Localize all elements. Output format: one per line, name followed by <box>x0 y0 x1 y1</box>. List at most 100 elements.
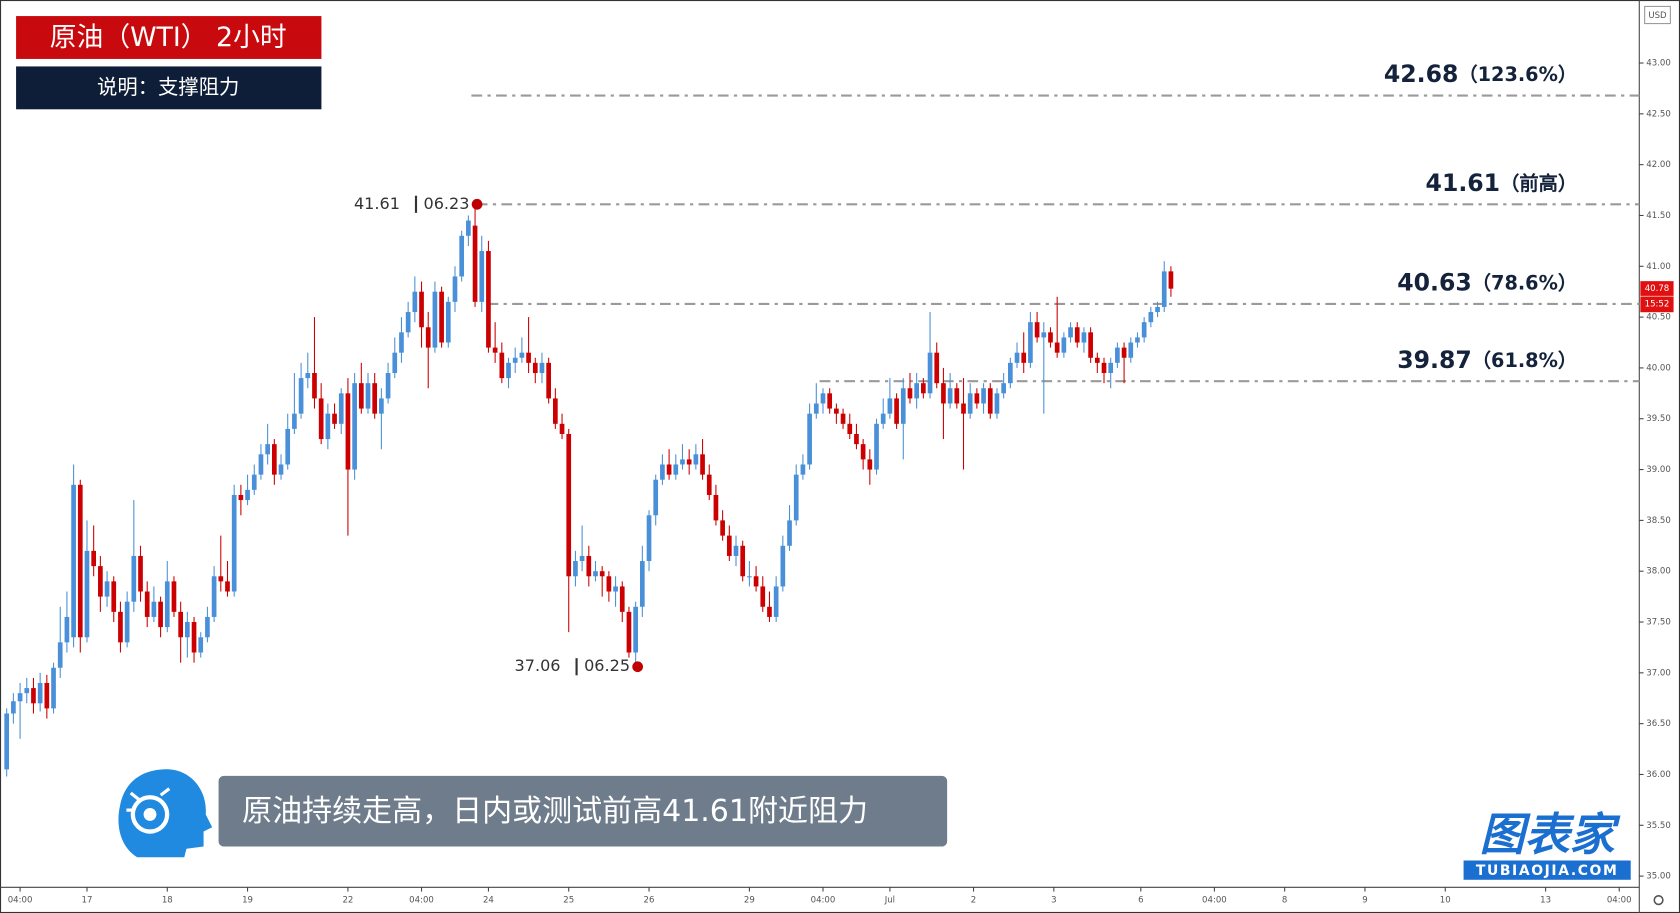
y-tick-label: 38.00 <box>1646 567 1671 577</box>
logo-name: 图表家 <box>1480 808 1621 861</box>
candle-body <box>151 601 157 617</box>
x-tick-label: 8 <box>1282 896 1287 906</box>
candle-body <box>51 667 56 709</box>
candle-body <box>613 586 618 592</box>
candle-body <box>753 576 759 587</box>
candle-body <box>780 545 786 587</box>
candle-body <box>4 713 10 770</box>
candle-body <box>767 606 772 617</box>
y-tick-label: 39.50 <box>1646 414 1671 424</box>
candle-body <box>466 220 471 236</box>
candle-body <box>1007 362 1013 384</box>
candle-body <box>405 312 411 333</box>
level-label: 41.61（前高） <box>1426 168 1578 196</box>
y-tick-label: 40.00 <box>1646 363 1671 373</box>
candle-body <box>526 352 531 363</box>
candle-body <box>994 393 1000 414</box>
last-price: 40.78 <box>1645 284 1670 294</box>
candle-body <box>961 403 966 414</box>
candle-body <box>118 611 123 643</box>
x-tick-label: 04:00 <box>1202 896 1227 906</box>
candle-body <box>987 388 993 414</box>
candle-body <box>445 301 451 343</box>
candle-body <box>412 291 418 313</box>
x-tick-label: Jul <box>884 896 895 906</box>
x-tick-label: 04:00 <box>8 896 33 906</box>
candle-body <box>98 566 103 597</box>
candle-body <box>111 581 117 612</box>
candle-body <box>512 357 518 363</box>
candle-body <box>666 464 672 475</box>
candle-body <box>305 373 311 379</box>
settings-icon[interactable] <box>1653 895 1664 906</box>
candle-body <box>218 576 224 582</box>
candle-body <box>573 561 578 577</box>
candle-body <box>198 637 204 653</box>
x-tick-label: 04:00 <box>409 896 434 906</box>
candle-body <box>1148 312 1154 323</box>
candle-body <box>31 688 36 704</box>
x-tick-label: 26 <box>644 896 655 906</box>
level-note: （前高） <box>1500 171 1577 194</box>
candle-body <box>907 388 913 399</box>
candle-body <box>91 550 97 567</box>
candle-body <box>1054 342 1060 353</box>
candle-body <box>813 403 819 414</box>
candle-body <box>927 352 933 394</box>
x-tick-label: 10 <box>1440 896 1451 906</box>
candle-body <box>64 616 70 643</box>
candle-body <box>332 413 337 424</box>
candle-body <box>225 581 230 592</box>
extreme-value: 41.61 <box>354 194 400 213</box>
candle-body <box>1081 332 1087 343</box>
x-tick-label: 3 <box>1051 896 1056 906</box>
candle-body <box>392 352 398 374</box>
candle-body <box>579 555 585 562</box>
candle-body <box>211 576 217 617</box>
candle-body <box>325 413 331 440</box>
y-tick-label: 41.00 <box>1646 262 1671 272</box>
x-tick-label: 18 <box>162 896 173 906</box>
plot-area: 42.68（123.6%）41.61（前高）40.63（78.6%）39.87（… <box>4 60 1640 777</box>
candle-body <box>867 459 873 470</box>
candle-body <box>171 581 177 612</box>
y-tick-label: 42.50 <box>1646 109 1671 119</box>
logo-bar <box>1463 860 1631 880</box>
candle-body <box>37 682 43 704</box>
candle-body <box>566 433 572 577</box>
level-note: （78.6%） <box>1472 271 1577 294</box>
candle-body <box>1108 362 1114 374</box>
candle-body <box>439 291 444 343</box>
candle-body <box>1115 347 1120 363</box>
candle-body <box>1014 352 1020 363</box>
y-tick-label: 38.50 <box>1646 516 1671 526</box>
y-tick-label: 36.50 <box>1646 719 1671 729</box>
extreme-date: 06.25 <box>584 656 630 675</box>
candle-body <box>178 611 183 638</box>
candle-body <box>1135 337 1140 343</box>
candle-body <box>452 276 458 302</box>
candle-body <box>887 398 893 414</box>
candle-body <box>954 388 960 404</box>
candle-body <box>251 474 257 490</box>
candle-body <box>653 479 659 516</box>
candle-body <box>840 413 846 424</box>
candle-body <box>941 383 946 404</box>
candle-body <box>1068 327 1073 338</box>
candle-body <box>606 576 612 592</box>
candle-body <box>860 444 866 460</box>
candle-body <box>205 616 210 638</box>
candle-body <box>1021 352 1027 363</box>
candle-body <box>399 332 404 353</box>
subtitle: 说明：支撑阻力 <box>97 75 239 99</box>
candle-body <box>57 642 63 668</box>
candle-body <box>11 701 16 714</box>
candle-body <box>1061 337 1067 353</box>
level-label: 42.68（123.6%） <box>1384 60 1577 88</box>
level-value: 39.87 <box>1397 345 1472 373</box>
candle-body <box>104 581 110 597</box>
x-tick-label: 9 <box>1362 896 1367 906</box>
candle-body <box>820 393 826 404</box>
